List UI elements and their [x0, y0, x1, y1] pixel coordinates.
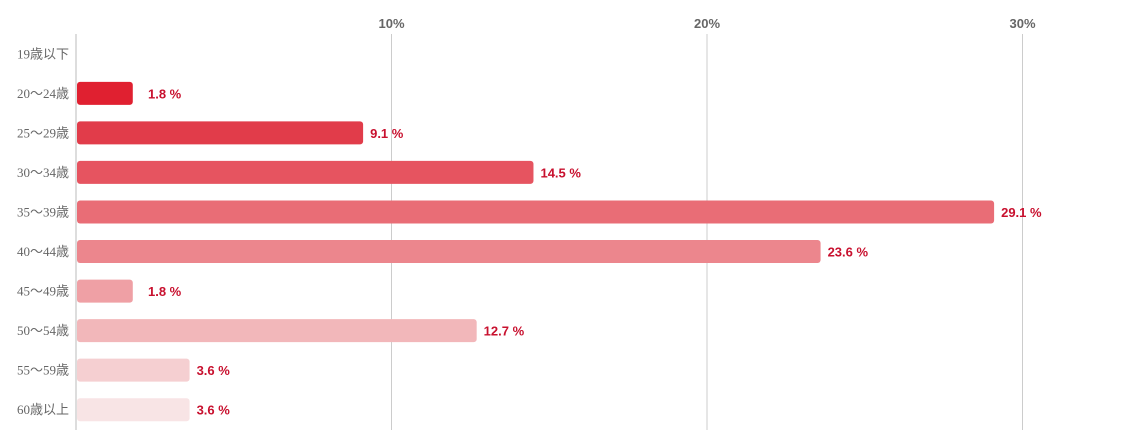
- bar: [77, 121, 364, 145]
- bars: [77, 81, 995, 422]
- category-label: 20〜24歳: [17, 86, 69, 101]
- category-label: 25〜29歳: [17, 125, 69, 140]
- value-label: 1.8 %: [148, 86, 182, 101]
- category-label: 19歳以下: [17, 46, 69, 61]
- category-label: 50〜54歳: [17, 323, 69, 338]
- value-label: 14.5 %: [540, 165, 581, 180]
- x-axis-ticks: 10% 20% 30%: [378, 16, 1035, 31]
- gridlines: [391, 34, 1023, 430]
- x-tick-label: 20%: [694, 16, 720, 31]
- category-label: 60歳以上: [17, 402, 69, 417]
- category-label: 35〜39歳: [17, 204, 69, 219]
- bar: [77, 81, 133, 105]
- value-label: 3.6 %: [197, 403, 231, 418]
- bar: [77, 240, 821, 264]
- category-label: 40〜44歳: [17, 244, 69, 259]
- value-label: 9.1 %: [370, 126, 404, 141]
- value-labels: 1.8 % 9.1 % 14.5 % 29.1 % 23.6 % 1.8 % 12.7 % 3…: [148, 86, 1042, 417]
- bar: [77, 398, 190, 422]
- x-tick-label: 30%: [1009, 16, 1035, 31]
- value-label: 1.8 %: [148, 284, 182, 299]
- bar: [77, 358, 190, 382]
- category-label: 55〜59歳: [17, 363, 69, 378]
- bar: [77, 200, 995, 224]
- bar: [77, 160, 534, 184]
- value-label: 12.7 %: [484, 324, 525, 339]
- category-label: 45〜49歳: [17, 284, 69, 299]
- x-tick-label: 10%: [378, 16, 404, 31]
- value-label: 29.1 %: [1001, 205, 1042, 220]
- value-label: 3.6 %: [197, 363, 231, 378]
- category-label: 30〜34歳: [17, 165, 69, 180]
- value-label: 23.6 %: [828, 245, 869, 260]
- bar: [77, 319, 477, 343]
- category-labels: 19歳以下 20〜24歳 25〜29歳 30〜34歳 35〜39歳 40〜44歳 45〜49…: [17, 46, 69, 417]
- bar: [77, 279, 133, 303]
